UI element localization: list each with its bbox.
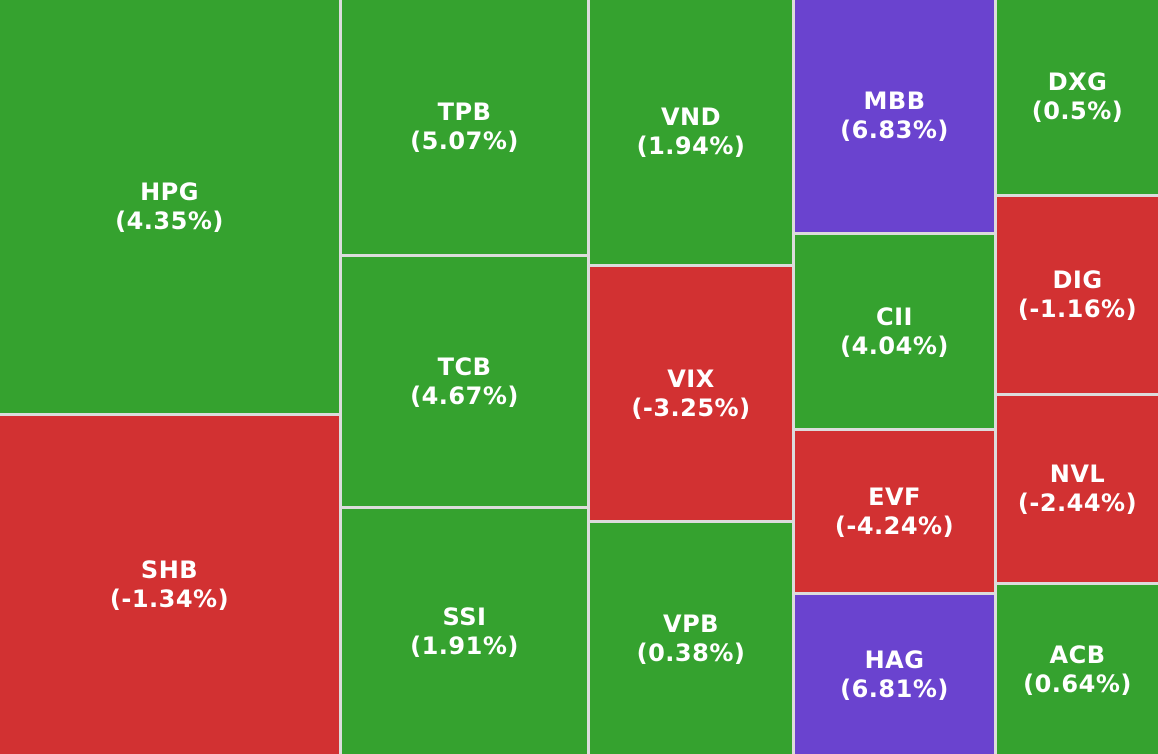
ticker-label: DXG	[1047, 68, 1108, 96]
ticker-label: DIG	[1052, 266, 1103, 294]
tile-tcb[interactable]: TCB (4.67%)	[342, 257, 587, 506]
change-label: (0.38%)	[636, 638, 746, 667]
tile-acb[interactable]: ACB (0.64%)	[997, 585, 1158, 754]
change-label: (-1.34%)	[109, 585, 230, 613]
change-label: (-4.24%)	[834, 511, 955, 540]
change-label: (6.81%)	[840, 674, 949, 703]
tile-dxg[interactable]: DXG (0.5%)	[997, 0, 1158, 194]
change-label: (-1.16%)	[1017, 295, 1138, 323]
ticker-label: VIX	[667, 364, 715, 393]
change-label: (6.83%)	[840, 116, 949, 144]
ticker-label: TPB	[437, 98, 492, 126]
change-label: (1.94%)	[636, 132, 746, 160]
tile-hag[interactable]: HAG (6.81%)	[795, 595, 994, 754]
ticker-label: ACB	[1049, 640, 1106, 669]
ticker-label: VPB	[663, 609, 719, 638]
tile-vpb[interactable]: VPB (0.38%)	[590, 523, 792, 754]
ticker-label: TCB	[437, 352, 492, 381]
ticker-label: HPG	[140, 177, 199, 206]
ticker-label: SSI	[442, 602, 487, 631]
change-label: (4.67%)	[410, 381, 519, 410]
tile-dig[interactable]: DIG (-1.16%)	[997, 197, 1158, 393]
tile-ssi[interactable]: SSI (1.91%)	[342, 509, 587, 754]
tile-nvl[interactable]: NVL (-2.44%)	[997, 396, 1158, 582]
change-label: (5.07%)	[410, 127, 519, 155]
change-label: (1.91%)	[410, 631, 519, 660]
change-label: (0.64%)	[1023, 669, 1132, 698]
tile-shb[interactable]: SHB (-1.34%)	[0, 416, 339, 754]
change-label: (4.04%)	[840, 331, 949, 360]
ticker-label: VND	[660, 103, 722, 131]
tile-vnd[interactable]: VND (1.94%)	[590, 0, 792, 264]
ticker-label: MBB	[863, 87, 926, 115]
ticker-label: SHB	[140, 556, 199, 584]
tile-cii[interactable]: CII (4.04%)	[795, 235, 994, 428]
ticker-label: NVL	[1049, 460, 1106, 488]
ticker-label: HAG	[864, 645, 925, 674]
tile-hpg[interactable]: HPG (4.35%)	[0, 0, 339, 413]
tile-evf[interactable]: EVF (-4.24%)	[795, 431, 994, 592]
tile-tpb[interactable]: TPB (5.07%)	[342, 0, 587, 254]
ticker-label: CII	[876, 302, 913, 331]
change-label: (4.35%)	[115, 206, 224, 235]
change-label: (-3.25%)	[631, 393, 751, 422]
change-label: (-2.44%)	[1017, 489, 1138, 517]
ticker-label: EVF	[868, 482, 921, 511]
tile-mbb[interactable]: MBB (6.83%)	[795, 0, 994, 232]
change-label: (0.5%)	[1031, 97, 1124, 125]
tile-vix[interactable]: VIX (-3.25%)	[590, 267, 792, 520]
